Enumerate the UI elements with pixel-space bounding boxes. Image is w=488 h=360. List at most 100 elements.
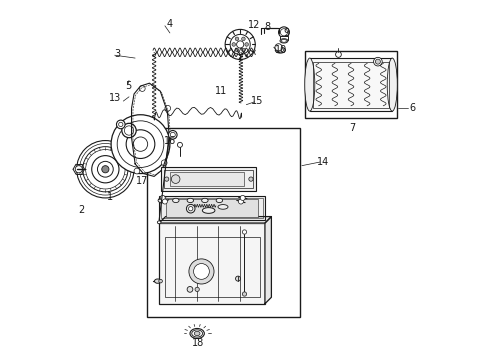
Circle shape: [244, 42, 248, 46]
Text: 2: 2: [78, 206, 84, 216]
Circle shape: [335, 51, 341, 57]
Bar: [313, 62, 388, 108]
Circle shape: [161, 160, 167, 166]
Circle shape: [134, 168, 140, 174]
Circle shape: [248, 177, 253, 181]
Circle shape: [80, 143, 131, 195]
Bar: [159, 223, 264, 304]
Bar: [159, 196, 264, 220]
Bar: [161, 167, 256, 191]
Ellipse shape: [190, 328, 204, 338]
Ellipse shape: [187, 198, 193, 203]
Text: 18: 18: [191, 338, 203, 348]
Circle shape: [133, 137, 147, 151]
Text: 7: 7: [348, 123, 354, 133]
Ellipse shape: [191, 330, 202, 337]
Circle shape: [280, 29, 287, 36]
Bar: [279, 36, 287, 40]
Circle shape: [116, 120, 125, 129]
Text: 13: 13: [108, 93, 121, 103]
Circle shape: [235, 48, 238, 52]
Circle shape: [195, 287, 199, 292]
Text: 8: 8: [264, 22, 270, 32]
Circle shape: [236, 41, 244, 48]
Circle shape: [187, 287, 192, 292]
Ellipse shape: [218, 204, 227, 209]
Circle shape: [188, 259, 214, 284]
Circle shape: [375, 59, 380, 64]
Circle shape: [230, 35, 250, 54]
Circle shape: [162, 199, 167, 204]
Text: 11: 11: [215, 86, 227, 96]
Circle shape: [97, 161, 113, 177]
Circle shape: [274, 44, 282, 51]
Circle shape: [111, 115, 169, 174]
Circle shape: [240, 195, 244, 201]
Circle shape: [186, 204, 195, 213]
Circle shape: [242, 230, 246, 234]
Text: 17: 17: [136, 176, 148, 186]
Circle shape: [238, 199, 243, 204]
Text: 6: 6: [408, 103, 414, 113]
Circle shape: [188, 207, 192, 211]
Circle shape: [119, 122, 122, 127]
Text: 1: 1: [107, 192, 113, 202]
Ellipse shape: [386, 58, 396, 111]
Circle shape: [164, 177, 168, 181]
Circle shape: [241, 37, 244, 41]
Circle shape: [122, 123, 136, 138]
Bar: [147, 128, 300, 317]
Polygon shape: [264, 217, 271, 304]
Ellipse shape: [304, 58, 314, 111]
Bar: [165, 199, 258, 217]
Circle shape: [85, 149, 125, 189]
Ellipse shape: [154, 279, 161, 283]
Circle shape: [75, 166, 82, 173]
Text: 4: 4: [166, 19, 172, 29]
Text: 14: 14: [317, 157, 329, 167]
Text: 5: 5: [124, 81, 131, 91]
Ellipse shape: [216, 198, 222, 203]
Circle shape: [235, 276, 240, 281]
Text: 16: 16: [163, 136, 176, 146]
Ellipse shape: [172, 198, 179, 203]
Circle shape: [102, 166, 109, 173]
Circle shape: [373, 57, 382, 66]
Text: 3: 3: [114, 49, 120, 59]
Bar: [170, 172, 244, 186]
Circle shape: [92, 156, 119, 183]
Circle shape: [160, 195, 165, 201]
Circle shape: [117, 121, 163, 167]
Polygon shape: [159, 217, 271, 223]
Circle shape: [126, 130, 155, 158]
Ellipse shape: [280, 39, 287, 43]
Circle shape: [139, 86, 145, 91]
Circle shape: [82, 147, 128, 192]
Text: 10: 10: [274, 45, 286, 55]
Circle shape: [164, 105, 170, 111]
Circle shape: [235, 37, 238, 41]
Circle shape: [177, 142, 182, 147]
Circle shape: [231, 42, 235, 46]
Bar: [161, 198, 262, 218]
Ellipse shape: [277, 48, 283, 52]
Bar: [304, 51, 396, 118]
Text: 15: 15: [250, 96, 263, 106]
Circle shape: [241, 48, 244, 52]
Bar: [164, 170, 253, 188]
Circle shape: [170, 132, 175, 137]
Ellipse shape: [159, 279, 162, 283]
Circle shape: [171, 175, 180, 183]
Bar: [309, 58, 391, 111]
Text: 9: 9: [283, 28, 289, 38]
Ellipse shape: [201, 198, 208, 203]
Bar: [164, 237, 259, 297]
Ellipse shape: [275, 47, 285, 53]
Circle shape: [242, 292, 246, 296]
Circle shape: [168, 131, 177, 139]
Ellipse shape: [202, 208, 214, 213]
Ellipse shape: [157, 221, 161, 224]
Circle shape: [77, 140, 134, 198]
Circle shape: [278, 27, 289, 38]
Circle shape: [224, 30, 255, 59]
